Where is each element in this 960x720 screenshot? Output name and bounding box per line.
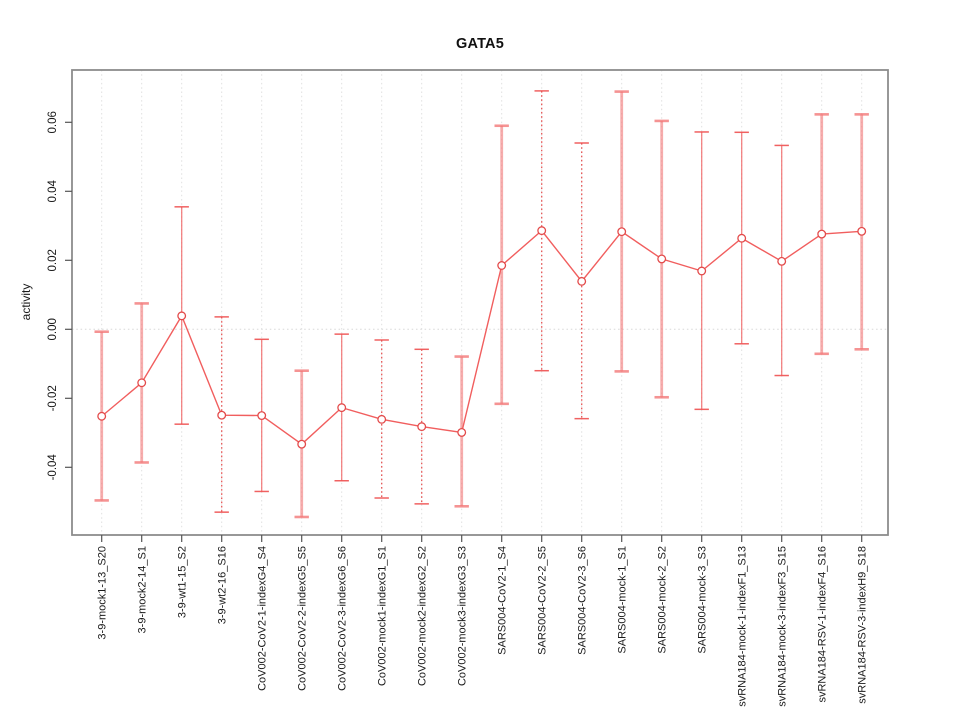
data-point-marker [297,439,307,449]
x-tick-label: CoV002-CoV2-1-indexG4_S4 [257,546,269,691]
data-point-marker [337,403,347,413]
x-tick-label: SARS004-mock-3_S3 [697,546,709,654]
data-point-marker [177,311,187,321]
x-tick-label: SARS004-CoV2-3_S6 [577,546,589,655]
chart-title: GATA5 [456,36,504,52]
data-point-marker [257,411,267,420]
data-point-marker [777,256,787,266]
y-tick-label: 0.06 [47,111,59,133]
x-tick-label: svRNA184-mock-3-indexF3_S15 [777,546,789,707]
data-point-marker [657,254,667,264]
data-point-marker [377,414,387,424]
x-tick-label: CoV002-CoV2-3-indexG6_S6 [337,546,349,691]
y-tick-label: 0.02 [47,249,59,271]
y-axis-title: activity [19,284,33,321]
x-tick-label: SARS004-mock-2_S2 [657,546,669,654]
y-tick-label: 0.00 [47,318,59,340]
x-tick-label: CoV002-mock2-indexG2_S2 [417,546,429,686]
x-tick-label: 3-9-wt2-16_S16 [217,546,229,624]
x-tick-label: svRNA184-mock-1-indexF1_S13 [737,546,749,707]
data-point-marker [457,428,467,437]
y-tick-label: 0.04 [47,180,59,203]
data-point-marker [137,378,147,388]
plot-frame [71,69,889,536]
data-point-marker [817,229,827,239]
x-tick-label: CoV002-CoV2-2-indexG5_S5 [297,546,309,691]
x-tick-label: SARS004-CoV2-1_S4 [497,546,509,655]
data-point-marker [417,422,427,432]
x-tick-label: svRNA184-RSV-1-indexF4_S16 [817,546,829,703]
x-tick-label: svRNA184-RSV-3-indexH9_S18 [857,546,869,704]
x-tick-label: SARS004-CoV2-2_S5 [537,546,549,655]
x-tick-label: 3-9-mock1-13_S20 [97,546,109,640]
data-point-marker [577,276,587,286]
data-point-marker [617,227,627,237]
data-point-marker [737,233,747,243]
data-point-marker [97,411,107,421]
data-point-marker [697,266,707,276]
data-point-marker [217,410,227,420]
x-tick-label: SARS004-mock-1_S1 [617,546,629,654]
data-point-marker [857,226,867,236]
data-point-marker [537,226,547,236]
y-tick-label: -0.04 [47,454,59,481]
data-point-marker [497,261,507,270]
x-tick-label: CoV002-mock3-indexG3_S3 [457,546,469,686]
x-tick-label: CoV002-mock1-indexG1_S1 [377,546,389,686]
x-tick-label: 3-9-mock2-14_S1 [137,546,149,633]
series-line [101,229,862,446]
x-tick-label: 3-9-wt1-15_S2 [177,546,189,618]
y-tick-label: -0.02 [47,385,59,411]
